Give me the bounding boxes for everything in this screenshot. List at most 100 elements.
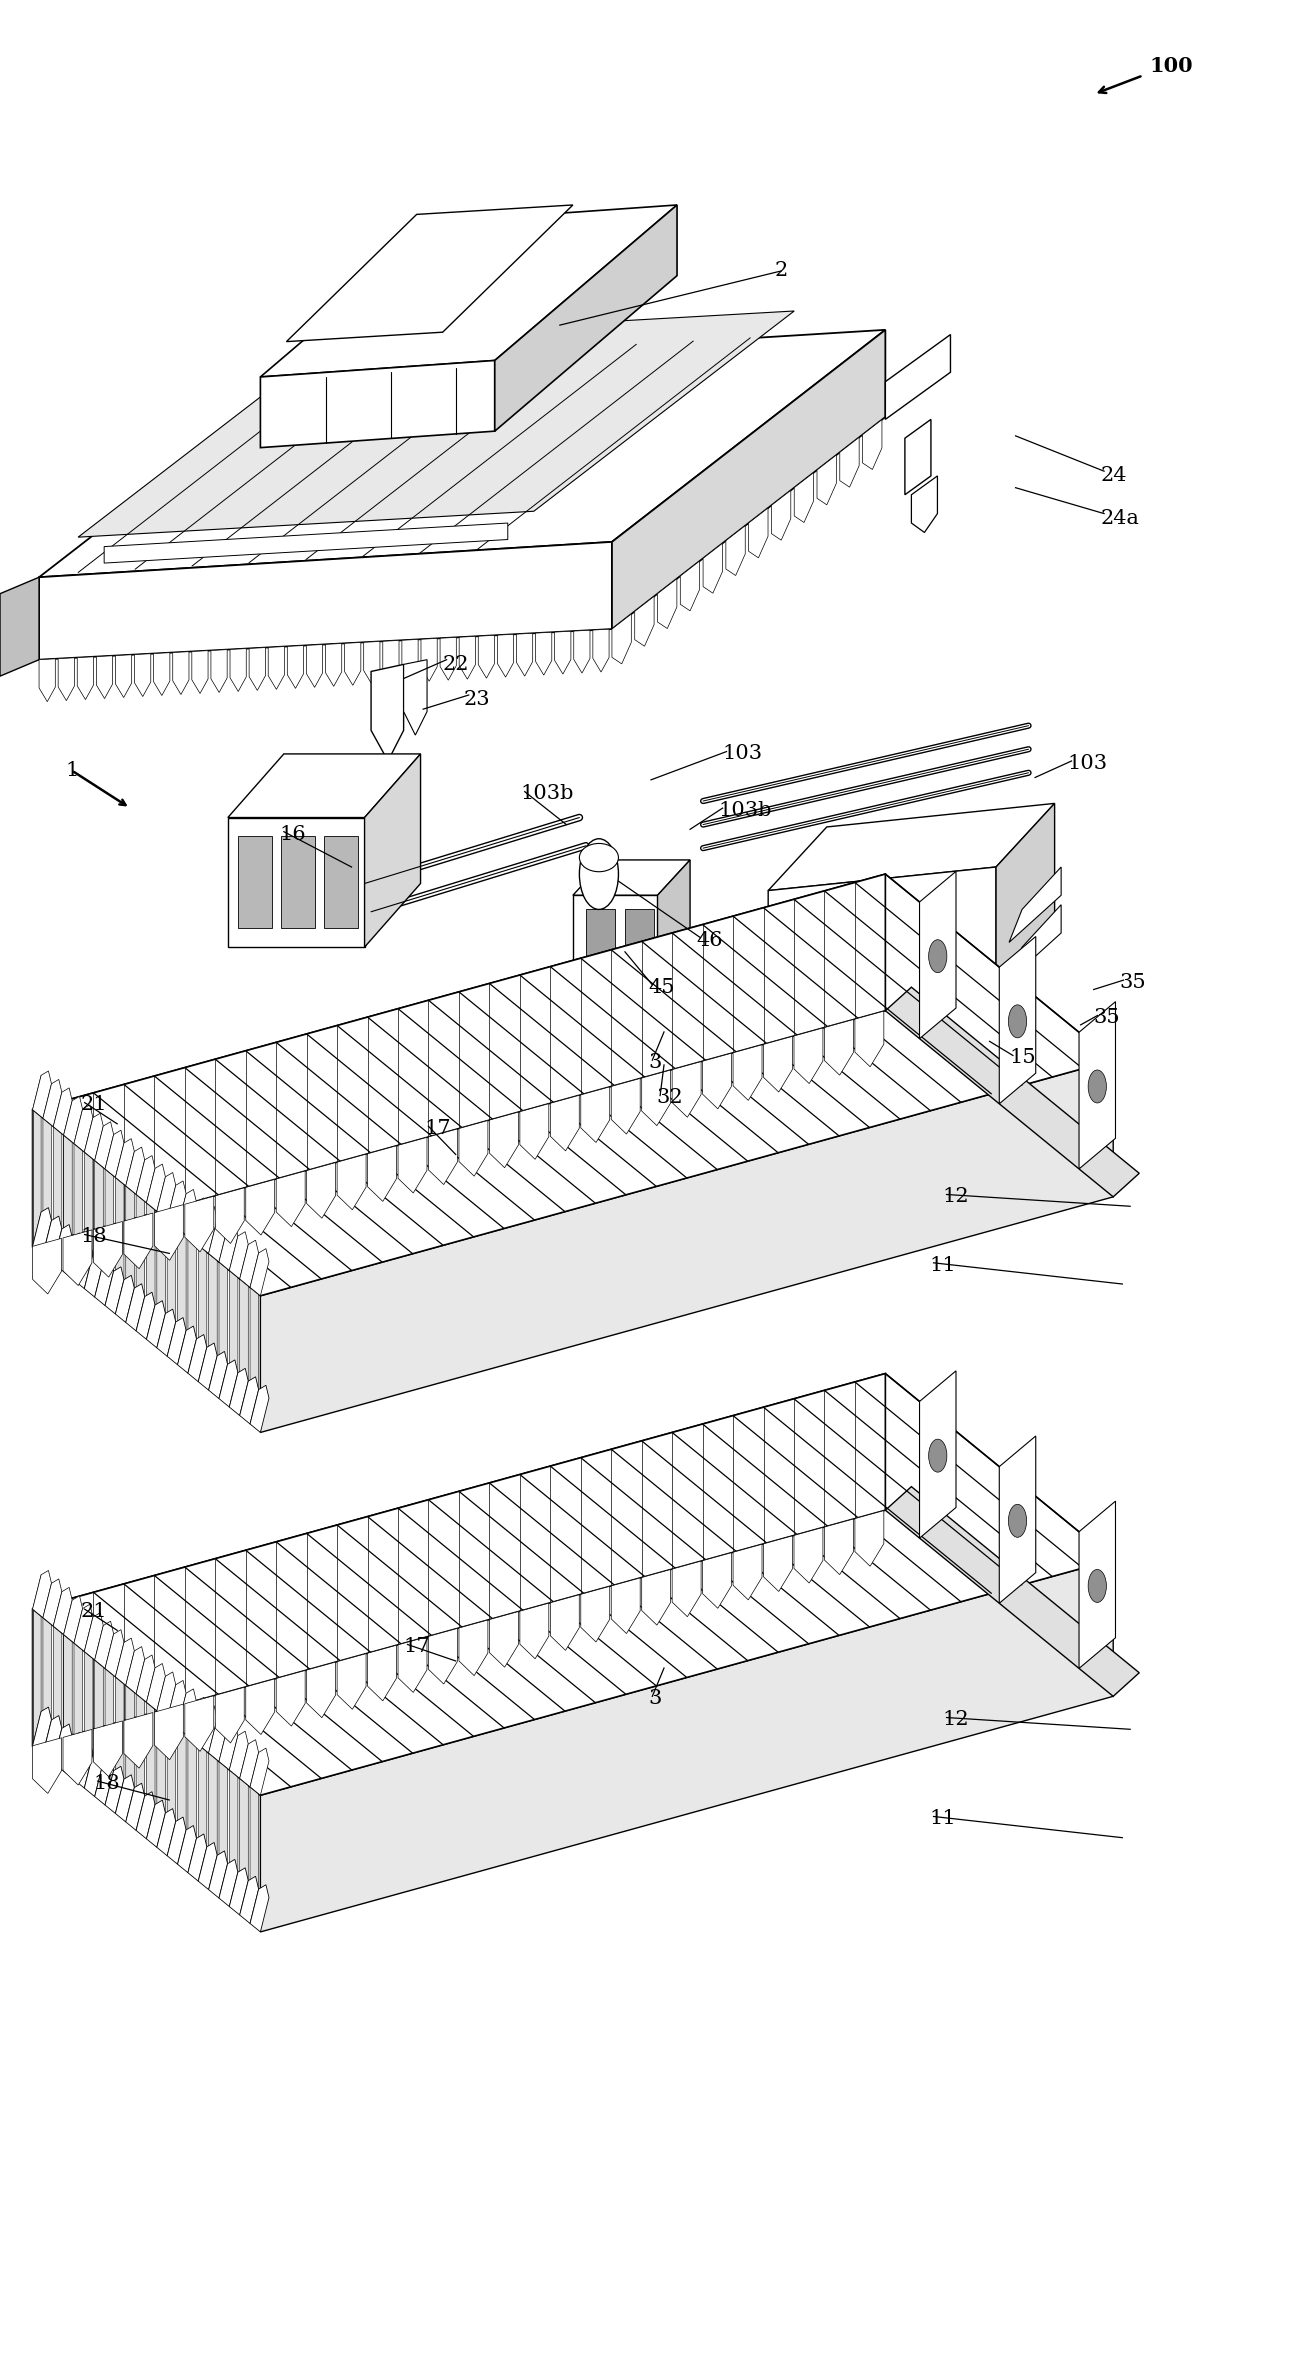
Polygon shape [939, 985, 962, 1027]
Polygon shape [187, 1197, 207, 1244]
Polygon shape [551, 1595, 579, 1652]
Polygon shape [574, 629, 590, 674]
Polygon shape [147, 1164, 165, 1211]
Polygon shape [825, 997, 848, 1039]
Polygon shape [185, 1696, 214, 1751]
Polygon shape [85, 1114, 103, 1162]
Polygon shape [187, 1701, 197, 1873]
Polygon shape [33, 1739, 61, 1793]
Polygon shape [551, 1096, 579, 1152]
Polygon shape [855, 1510, 884, 1567]
Text: 100: 100 [1150, 57, 1194, 75]
Polygon shape [198, 1206, 217, 1253]
Circle shape [1088, 1070, 1107, 1103]
Polygon shape [198, 1710, 207, 1880]
Polygon shape [635, 596, 654, 646]
Polygon shape [124, 1713, 152, 1767]
Polygon shape [383, 641, 398, 683]
Text: 16: 16 [280, 825, 306, 843]
Polygon shape [156, 1809, 176, 1857]
Polygon shape [53, 1725, 72, 1772]
Polygon shape [240, 1244, 249, 1416]
Polygon shape [167, 1816, 186, 1864]
Polygon shape [260, 1060, 1113, 1432]
Polygon shape [147, 1301, 165, 1348]
Polygon shape [367, 1145, 397, 1202]
Text: 32: 32 [656, 1088, 682, 1107]
Polygon shape [137, 1291, 155, 1341]
Polygon shape [95, 1621, 113, 1668]
Polygon shape [177, 1194, 186, 1364]
Polygon shape [219, 1859, 238, 1906]
Polygon shape [240, 1239, 259, 1286]
Text: 3: 3 [648, 1689, 661, 1708]
Polygon shape [749, 509, 768, 558]
Circle shape [1009, 1006, 1027, 1039]
Polygon shape [116, 1642, 124, 1814]
Polygon shape [116, 1275, 134, 1322]
Polygon shape [228, 818, 365, 947]
Polygon shape [398, 1637, 427, 1692]
Circle shape [928, 940, 947, 973]
Polygon shape [77, 657, 94, 700]
Polygon shape [460, 1121, 488, 1176]
Polygon shape [187, 1833, 207, 1880]
Polygon shape [85, 1614, 103, 1661]
Polygon shape [1000, 1437, 1036, 1604]
Polygon shape [33, 1074, 42, 1246]
Polygon shape [137, 1659, 145, 1831]
Polygon shape [1079, 1501, 1116, 1668]
Polygon shape [573, 860, 690, 895]
Polygon shape [167, 1185, 176, 1357]
Polygon shape [771, 490, 790, 540]
Polygon shape [573, 895, 658, 985]
Polygon shape [612, 615, 631, 664]
Polygon shape [33, 1374, 1113, 1795]
Polygon shape [105, 1136, 113, 1305]
Polygon shape [703, 544, 723, 594]
Polygon shape [363, 641, 380, 683]
Polygon shape [198, 1343, 217, 1390]
Text: 103b: 103b [719, 801, 772, 820]
Polygon shape [95, 1758, 113, 1805]
Text: 103: 103 [1068, 754, 1108, 773]
Polygon shape [43, 1084, 52, 1256]
Polygon shape [147, 1663, 165, 1710]
Text: 103b: 103b [521, 785, 574, 803]
Polygon shape [156, 1173, 176, 1220]
Polygon shape [260, 1560, 1113, 1932]
Polygon shape [460, 636, 475, 679]
Text: 21: 21 [81, 1602, 107, 1621]
Polygon shape [53, 1588, 72, 1635]
Polygon shape [229, 1237, 238, 1407]
Text: 15: 15 [1009, 1048, 1035, 1067]
Polygon shape [763, 1037, 793, 1093]
Polygon shape [219, 1359, 238, 1407]
Polygon shape [307, 1661, 336, 1718]
Polygon shape [53, 1088, 72, 1136]
Polygon shape [43, 1715, 61, 1762]
Polygon shape [147, 1668, 155, 1838]
Polygon shape [156, 1178, 165, 1348]
Polygon shape [371, 664, 404, 761]
Polygon shape [124, 1213, 152, 1270]
Polygon shape [155, 1703, 184, 1760]
Polygon shape [74, 1609, 82, 1779]
Polygon shape [198, 1706, 217, 1753]
Polygon shape [104, 523, 508, 563]
Polygon shape [33, 1072, 52, 1119]
Polygon shape [581, 1086, 609, 1143]
Polygon shape [105, 1268, 124, 1315]
Polygon shape [703, 1053, 732, 1110]
Polygon shape [733, 1543, 762, 1600]
Polygon shape [703, 1553, 732, 1609]
Polygon shape [794, 1027, 823, 1084]
Circle shape [928, 1440, 947, 1472]
Text: 17: 17 [404, 1637, 430, 1656]
Polygon shape [43, 1579, 61, 1626]
Polygon shape [818, 455, 836, 504]
Polygon shape [185, 1197, 214, 1251]
Polygon shape [885, 335, 950, 419]
Polygon shape [581, 1586, 609, 1642]
Polygon shape [64, 1732, 82, 1779]
